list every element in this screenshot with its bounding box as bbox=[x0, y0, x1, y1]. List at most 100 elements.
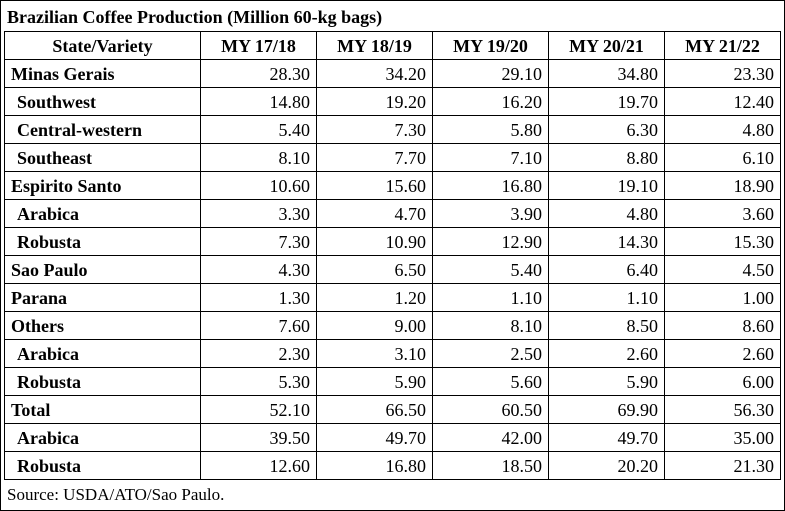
source-note: Source: USDA/ATO/Sao Paulo. bbox=[7, 485, 225, 504]
table-cell: 6.30 bbox=[548, 115, 665, 144]
table-row: Southwest 14.80 19.20 16.20 19.70 12.40 bbox=[4, 87, 781, 116]
header-state-variety: State/Variety bbox=[4, 31, 201, 60]
table-cell: 14.30 bbox=[548, 227, 665, 256]
production-table: State/Variety MY 17/18 MY 18/19 MY 19/20… bbox=[4, 31, 781, 480]
row-label: Minas Gerais bbox=[4, 59, 201, 88]
table-cell: 6.40 bbox=[548, 255, 665, 284]
table-row: Robusta 12.60 16.80 18.50 20.20 21.30 bbox=[4, 451, 781, 480]
table-cell: 5.90 bbox=[316, 367, 433, 396]
table-cell: 15.60 bbox=[316, 171, 433, 200]
table-cell: 2.60 bbox=[548, 339, 665, 368]
table-cell: 14.80 bbox=[200, 87, 317, 116]
table-cell: 49.70 bbox=[548, 423, 665, 452]
table-cell: 6.10 bbox=[664, 143, 781, 172]
table-cell: 5.90 bbox=[548, 367, 665, 396]
table-cell: 3.10 bbox=[316, 339, 433, 368]
row-label: Robusta bbox=[4, 227, 201, 256]
row-label: Sao Paulo bbox=[4, 255, 201, 284]
table-cell: 8.60 bbox=[664, 311, 781, 340]
table-cell: 19.20 bbox=[316, 87, 433, 116]
table-row: Sao Paulo 4.30 6.50 5.40 6.40 4.50 bbox=[4, 255, 781, 284]
table-cell: 5.30 bbox=[200, 367, 317, 396]
table-cell: 3.90 bbox=[432, 199, 549, 228]
row-label: Central-western bbox=[4, 115, 201, 144]
table-cell: 4.30 bbox=[200, 255, 317, 284]
table-cell: 1.00 bbox=[664, 283, 781, 312]
table-row: Total 52.10 66.50 60.50 69.90 56.30 bbox=[4, 395, 781, 424]
table-row: Espirito Santo 10.60 15.60 16.80 19.10 18.90 bbox=[4, 171, 781, 200]
row-label: Southwest bbox=[4, 87, 201, 116]
table-cell: 3.60 bbox=[664, 199, 781, 228]
table-row: Arabica 3.30 4.70 3.90 4.80 3.60 bbox=[4, 199, 781, 228]
table-cell: 5.80 bbox=[432, 115, 549, 144]
table-cell: 5.60 bbox=[432, 367, 549, 396]
table-cell: 18.50 bbox=[432, 451, 549, 480]
row-label: Parana bbox=[4, 283, 201, 312]
row-label: Arabica bbox=[4, 423, 201, 452]
table-cell: 16.80 bbox=[432, 171, 549, 200]
table-row: Robusta 5.30 5.90 5.60 5.90 6.00 bbox=[4, 367, 781, 396]
table-row: Parana 1.30 1.20 1.10 1.10 1.00 bbox=[4, 283, 781, 312]
table-body: Minas Gerais 28.30 34.20 29.10 34.80 23.30 Sou… bbox=[4, 59, 781, 480]
row-label: Total bbox=[4, 395, 201, 424]
table-cell: 34.20 bbox=[316, 59, 433, 88]
table-cell: 19.10 bbox=[548, 171, 665, 200]
table-cell: 4.80 bbox=[664, 115, 781, 144]
header-row: State/Variety MY 17/18 MY 18/19 MY 19/20… bbox=[4, 31, 781, 60]
table-cell: 18.90 bbox=[664, 171, 781, 200]
table-cell: 7.30 bbox=[316, 115, 433, 144]
table-cell: 8.10 bbox=[200, 143, 317, 172]
table-cell: 49.70 bbox=[316, 423, 433, 452]
row-label: Robusta bbox=[4, 451, 201, 480]
table-cell: 29.10 bbox=[432, 59, 549, 88]
table-cell: 9.00 bbox=[316, 311, 433, 340]
table-cell: 1.30 bbox=[200, 283, 317, 312]
table-cell: 39.50 bbox=[200, 423, 317, 452]
table-row: Robusta 7.30 10.90 12.90 14.30 15.30 bbox=[4, 227, 781, 256]
table-cell: 16.80 bbox=[316, 451, 433, 480]
table-cell: 5.40 bbox=[200, 115, 317, 144]
table-row: Southeast 8.10 7.70 7.10 8.80 6.10 bbox=[4, 143, 781, 172]
row-label: Espirito Santo bbox=[4, 171, 201, 200]
table-cell: 4.80 bbox=[548, 199, 665, 228]
table-title: Brazilian Coffee Production (Million 60-… bbox=[7, 7, 383, 27]
table-cell: 56.30 bbox=[664, 395, 781, 424]
table-cell: 7.70 bbox=[316, 143, 433, 172]
table-cell: 1.10 bbox=[548, 283, 665, 312]
table-cell: 12.40 bbox=[664, 87, 781, 116]
row-label: Arabica bbox=[4, 339, 201, 368]
table-cell: 1.10 bbox=[432, 283, 549, 312]
table-cell: 7.60 bbox=[200, 311, 317, 340]
table-cell: 7.10 bbox=[432, 143, 549, 172]
table-cell: 21.30 bbox=[664, 451, 781, 480]
table-cell: 12.60 bbox=[200, 451, 317, 480]
table-cell: 52.10 bbox=[200, 395, 317, 424]
table-cell: 6.00 bbox=[664, 367, 781, 396]
header-my-18-19: MY 18/19 bbox=[316, 31, 433, 60]
table-cell: 15.30 bbox=[664, 227, 781, 256]
table-cell: 3.30 bbox=[200, 199, 317, 228]
table-cell: 4.70 bbox=[316, 199, 433, 228]
table-cell: 23.30 bbox=[664, 59, 781, 88]
table-cell: 8.80 bbox=[548, 143, 665, 172]
table-cell: 10.90 bbox=[316, 227, 433, 256]
table-cell: 2.50 bbox=[432, 339, 549, 368]
table-row: Minas Gerais 28.30 34.20 29.10 34.80 23.30 bbox=[4, 59, 781, 88]
table-cell: 5.40 bbox=[432, 255, 549, 284]
row-label: Robusta bbox=[4, 367, 201, 396]
table-cell: 69.90 bbox=[548, 395, 665, 424]
table-row: Arabica 2.30 3.10 2.50 2.60 2.60 bbox=[4, 339, 781, 368]
table-cell: 2.30 bbox=[200, 339, 317, 368]
table-cell: 34.80 bbox=[548, 59, 665, 88]
header-my-19-20: MY 19/20 bbox=[432, 31, 549, 60]
table-cell: 12.90 bbox=[432, 227, 549, 256]
table-row: Arabica 39.50 49.70 42.00 49.70 35.00 bbox=[4, 423, 781, 452]
table-cell: 16.20 bbox=[432, 87, 549, 116]
table-cell: 20.20 bbox=[548, 451, 665, 480]
header-my-17-18: MY 17/18 bbox=[200, 31, 317, 60]
header-my-20-21: MY 20/21 bbox=[548, 31, 665, 60]
table-cell: 8.10 bbox=[432, 311, 549, 340]
table-cell: 60.50 bbox=[432, 395, 549, 424]
table-cell: 6.50 bbox=[316, 255, 433, 284]
